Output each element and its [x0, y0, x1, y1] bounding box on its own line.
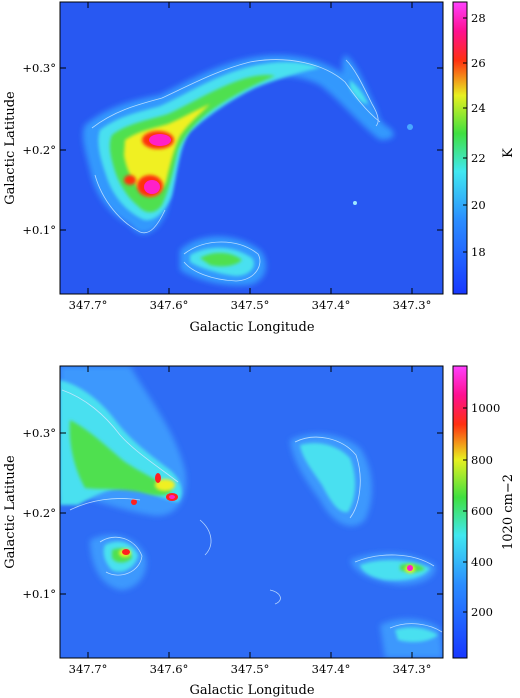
top-cbar-tick-3: 22 — [471, 151, 486, 165]
top-cbar-tick-4: 20 — [471, 198, 486, 212]
top-x-axis-label: Galactic Longitude — [189, 320, 314, 335]
top-cbar-tick-5: 18 — [471, 245, 486, 259]
top-x-tick-0: 347.7° — [69, 298, 108, 312]
top-x-tick-4: 347.3° — [393, 298, 432, 312]
top-x-tick-3: 347.4° — [312, 298, 351, 312]
bottom-x-tick-2: 347.5° — [231, 662, 270, 676]
bottom-cbar-tick-4: 200 — [471, 605, 493, 619]
bottom-y-axis-label: Galactic Latitude — [3, 455, 18, 569]
top-y-axis-label: Galactic Latitude — [3, 91, 18, 205]
bottom-x-axis-label: Galactic Longitude — [189, 683, 314, 698]
bottom-cbar-tick-3: 400 — [471, 555, 493, 569]
bottom-x-tick-0: 347.7° — [69, 662, 108, 676]
top-y-tick-0: +0.3° — [22, 61, 56, 75]
bottom-cbar-tick-0: 1000 — [471, 401, 500, 415]
bottom-colorbar-label: 1020 cm−2 — [501, 474, 516, 550]
top-y-tick-2: +0.1° — [22, 223, 56, 237]
bottom-x-tick-4: 347.3° — [393, 662, 432, 676]
top-cbar-tick-0: 28 — [471, 11, 486, 25]
top-colorbar-label: K — [501, 148, 516, 158]
bottom-y-axis: +0.3° +0.2° +0.1° Galactic Latitude — [3, 426, 443, 601]
top-x-tick-2: 347.5° — [231, 298, 270, 312]
top-x-axis: 347.7° 347.6° 347.5° 347.4° 347.3° Galac… — [69, 2, 432, 335]
bottom-x-tick-1: 347.6° — [150, 662, 189, 676]
top-y-tick-1: +0.2° — [22, 143, 56, 157]
top-x-tick-1: 347.6° — [150, 298, 189, 312]
top-cbar-tick-2: 24 — [471, 101, 486, 115]
bottom-colorbar: 1000 800 600 400 200 1020 cm−2 — [452, 365, 516, 659]
top-cbar-tick-1: 26 — [471, 56, 486, 70]
bottom-x-tick-3: 347.4° — [312, 662, 351, 676]
bottom-cbar-tick-1: 800 — [471, 453, 493, 467]
top-y-axis: +0.3° +0.2° +0.1° Galactic Latitude — [3, 61, 443, 237]
bottom-y-tick-0: +0.3° — [22, 426, 56, 440]
column-density-map — [59, 365, 444, 659]
bottom-y-tick-1: +0.2° — [22, 506, 56, 520]
temperature-map — [59, 1, 444, 295]
bottom-y-tick-2: +0.1° — [22, 587, 56, 601]
bottom-cbar-tick-2: 600 — [471, 504, 493, 518]
bottom-x-axis: 347.7° 347.6° 347.5° 347.4° 347.3° Galac… — [69, 366, 432, 698]
top-colorbar: 28 26 24 22 20 18 K — [452, 1, 516, 295]
